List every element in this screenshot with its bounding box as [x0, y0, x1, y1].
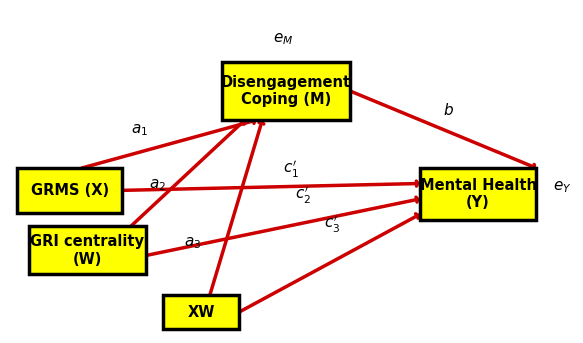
Text: $c^{\prime}_2$: $c^{\prime}_2$: [295, 185, 311, 206]
FancyBboxPatch shape: [29, 226, 146, 274]
FancyBboxPatch shape: [163, 295, 239, 329]
Text: $c^{\prime}_1$: $c^{\prime}_1$: [283, 159, 300, 180]
FancyBboxPatch shape: [420, 168, 536, 220]
Text: $c^{\prime}_3$: $c^{\prime}_3$: [324, 214, 340, 235]
FancyBboxPatch shape: [17, 168, 122, 213]
Text: Mental Health
(Y): Mental Health (Y): [420, 178, 536, 210]
Text: $a_2$: $a_2$: [149, 177, 166, 193]
Text: XW: XW: [188, 305, 215, 320]
FancyBboxPatch shape: [222, 62, 350, 120]
Text: $b$: $b$: [444, 102, 454, 118]
Text: GRMS (X): GRMS (X): [31, 183, 109, 198]
Text: $e_Y$: $e_Y$: [553, 179, 572, 195]
Text: $e_M$: $e_M$: [273, 32, 293, 47]
Text: GRI centrality
(W): GRI centrality (W): [30, 234, 145, 267]
Text: $a_1$: $a_1$: [131, 122, 149, 138]
Text: Disengagement
Coping (M): Disengagement Coping (M): [220, 75, 351, 107]
Text: $a_3$: $a_3$: [184, 236, 201, 251]
